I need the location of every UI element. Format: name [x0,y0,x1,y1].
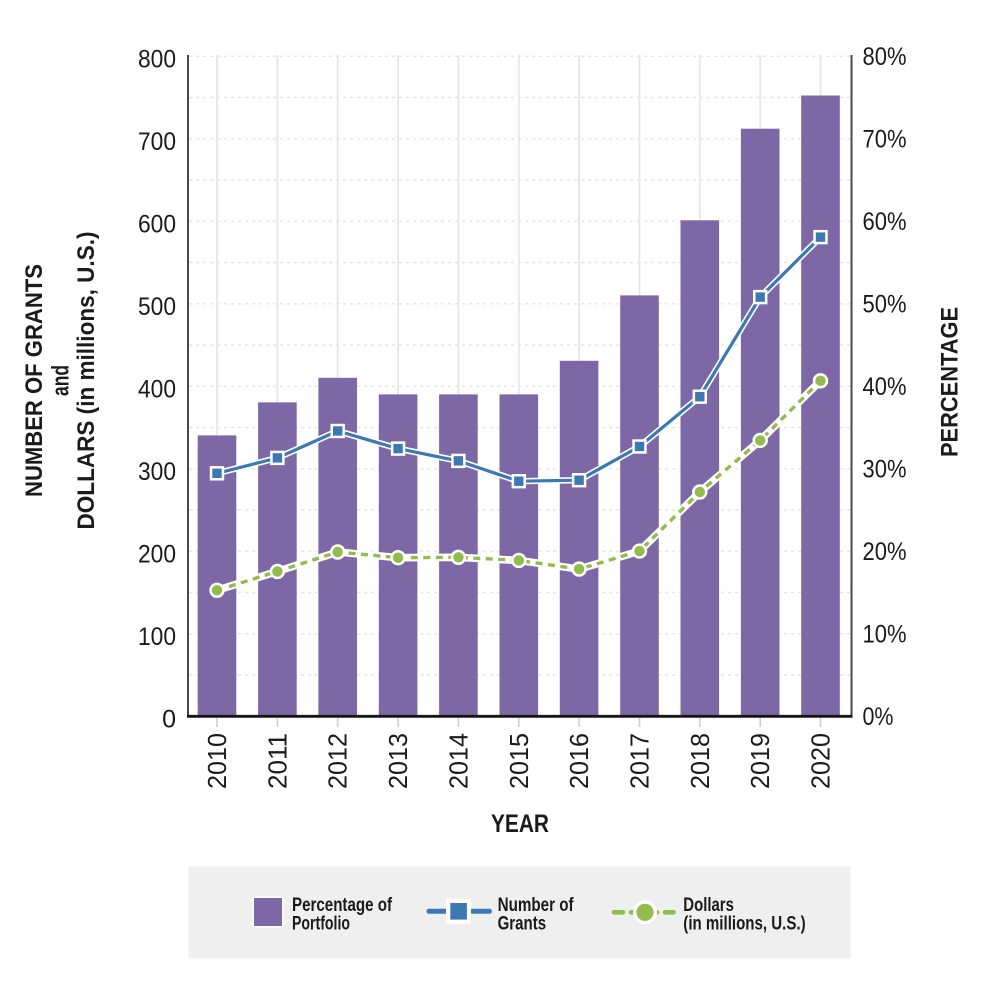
svg-text:2020: 2020 [806,733,836,789]
svg-text:and: and [48,365,75,396]
svg-text:500: 500 [138,293,176,321]
svg-text:YEAR: YEAR [491,810,549,838]
svg-text:DOLLARS (in millions, U.S.): DOLLARS (in millions, U.S.) [73,232,100,530]
svg-text:2016: 2016 [564,733,594,789]
svg-text:2019: 2019 [745,733,775,789]
svg-text:600: 600 [138,211,176,239]
svg-text:300: 300 [138,458,176,486]
svg-text:2014: 2014 [443,733,473,789]
svg-text:Portfolio: Portfolio [292,914,350,935]
svg-text:Grants: Grants [498,914,546,935]
svg-text:0%: 0% [863,703,894,731]
svg-text:Percentage of: Percentage of [292,895,393,916]
svg-text:2012: 2012 [323,733,353,789]
svg-text:2015: 2015 [504,733,534,789]
svg-text:30%: 30% [863,455,907,483]
svg-text:200: 200 [138,541,176,569]
svg-text:Number of: Number of [498,895,575,916]
svg-text:60%: 60% [863,208,907,236]
svg-text:50%: 50% [863,290,907,318]
svg-text:80%: 80% [863,43,907,71]
svg-text:Dollars: Dollars [683,895,734,916]
svg-text:70%: 70% [863,125,907,153]
svg-text:700: 700 [138,128,176,156]
svg-text:2017: 2017 [625,733,655,789]
svg-text:2018: 2018 [685,733,715,789]
svg-text:2010: 2010 [202,733,232,789]
svg-text:20%: 20% [863,538,907,566]
svg-text:40%: 40% [863,373,907,401]
svg-text:NUMBER OF GRANTS: NUMBER OF GRANTS [21,264,48,497]
svg-text:2011: 2011 [262,733,292,789]
svg-text:100: 100 [138,623,176,651]
svg-text:800: 800 [138,46,176,74]
svg-text:0: 0 [162,706,176,734]
svg-text:(in millions, U.S.): (in millions, U.S.) [683,914,805,935]
svg-text:400: 400 [138,376,176,404]
svg-text:2013: 2013 [383,733,413,789]
svg-text:10%: 10% [863,620,907,648]
svg-text:PERCENTAGE: PERCENTAGE [937,307,964,457]
